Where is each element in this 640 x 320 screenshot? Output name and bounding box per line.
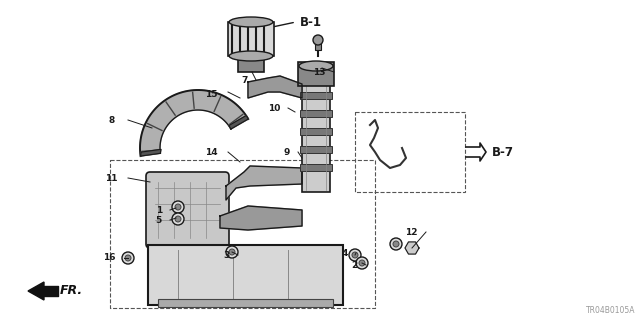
Circle shape [226,246,238,258]
Circle shape [349,249,361,261]
Text: 11: 11 [106,173,118,182]
Text: 3: 3 [224,251,230,260]
Text: 14: 14 [205,148,218,156]
Bar [300,128,332,135]
Text: 7: 7 [242,76,248,84]
FancyBboxPatch shape [146,172,229,248]
Bar [300,164,332,171]
Text: 16: 16 [104,253,116,262]
Text: 2: 2 [352,260,358,269]
Polygon shape [28,282,44,300]
Circle shape [229,249,235,255]
Ellipse shape [229,17,273,27]
Text: B-7: B-7 [492,146,514,158]
Circle shape [352,252,358,258]
Bar [300,146,332,153]
Bar [302,82,330,192]
Polygon shape [405,242,419,254]
Text: 4: 4 [342,249,348,258]
Bar [110,160,375,308]
Text: 15: 15 [205,90,218,99]
Bar [148,245,343,305]
Polygon shape [229,116,248,129]
Circle shape [122,252,134,264]
Circle shape [175,204,181,210]
Polygon shape [248,76,302,98]
Bar [355,112,465,192]
Text: 10: 10 [268,103,280,113]
Circle shape [359,260,365,266]
Text: 5: 5 [156,215,162,225]
Circle shape [390,238,402,250]
Text: 1: 1 [156,205,162,214]
Bar [300,110,332,117]
Bar [228,22,274,56]
Text: 12: 12 [406,228,418,236]
Ellipse shape [299,61,333,71]
Text: TR04B0105A: TR04B0105A [586,306,635,315]
Text: 13: 13 [314,68,326,76]
Text: B-1: B-1 [300,15,322,28]
Circle shape [356,257,368,269]
Bar [315,42,321,50]
Bar [300,92,332,99]
Text: 8: 8 [109,116,115,124]
Bar [298,62,334,86]
Polygon shape [226,166,302,200]
Text: 9: 9 [284,148,290,156]
Bar [238,58,264,72]
Ellipse shape [229,51,273,61]
Circle shape [125,255,131,261]
Circle shape [172,213,184,225]
Polygon shape [141,149,161,156]
Circle shape [313,35,323,45]
Circle shape [393,241,399,247]
Polygon shape [140,90,248,156]
Polygon shape [220,206,302,230]
Text: FR.: FR. [60,284,83,298]
Circle shape [175,216,181,222]
Bar [158,299,333,307]
Circle shape [172,201,184,213]
